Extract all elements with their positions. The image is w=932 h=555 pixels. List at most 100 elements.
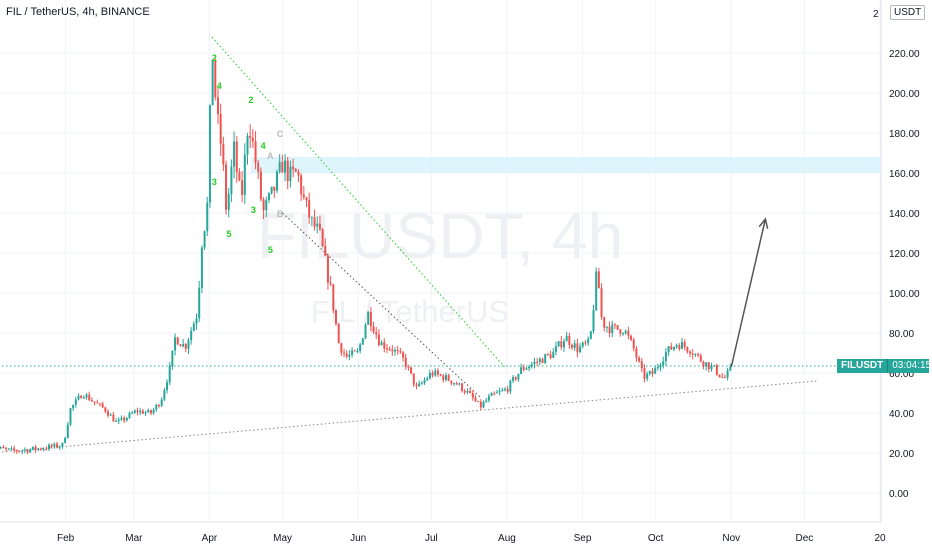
candle-body (235, 141, 238, 172)
candle-body (498, 390, 501, 393)
wave-label-3: 3 (251, 205, 256, 215)
candle-body (310, 217, 313, 219)
candle-body (351, 350, 354, 355)
candle-body (726, 370, 729, 378)
y-tick-label: 20.00 (889, 449, 914, 460)
wave-label-B: B (277, 209, 284, 219)
candle-body (168, 365, 171, 383)
candle-body (428, 372, 431, 379)
candle-body (249, 135, 252, 138)
candle-body (466, 390, 469, 393)
currency-badge[interactable]: USDT (890, 5, 926, 20)
wave-label-2: 2 (248, 95, 253, 105)
candle-body (474, 397, 477, 402)
candle-body (128, 413, 131, 418)
candle-body (453, 383, 456, 385)
y-tick-label: 140.00 (889, 209, 920, 220)
candle-body (329, 282, 332, 285)
candle-body (200, 247, 203, 288)
candle-body (13, 448, 16, 451)
candle-body (56, 443, 59, 448)
candle-body (506, 388, 509, 392)
candle-body (434, 370, 437, 376)
candle-body (402, 352, 405, 358)
candle-body (222, 144, 225, 165)
candle-body (678, 345, 681, 349)
candle-body (410, 367, 413, 374)
candle-body (412, 373, 415, 385)
candle-body (702, 361, 705, 367)
x-tick-label: Mar (125, 533, 143, 544)
candle-body (66, 424, 69, 438)
candle-body (681, 342, 684, 349)
candle-body (238, 171, 241, 181)
candle-body (225, 164, 228, 210)
candle-body (479, 401, 482, 408)
candle-body (348, 354, 351, 357)
candle-body (251, 137, 254, 142)
candle-body (659, 365, 662, 368)
candle-body (630, 335, 633, 340)
candle-body (538, 358, 541, 363)
candle-body (163, 390, 166, 400)
candle-body (450, 380, 453, 384)
candle-body (616, 325, 619, 330)
candle-body (648, 371, 651, 374)
projection-arrow-head (758, 217, 769, 229)
candle-body (613, 324, 616, 326)
candle-body (627, 330, 630, 336)
candle-body (120, 417, 123, 420)
candle-body (80, 395, 83, 399)
candle-body (214, 59, 217, 98)
candle-body (439, 374, 442, 376)
candle-body (190, 330, 193, 341)
candle-body (418, 383, 421, 387)
candle-body (546, 354, 549, 356)
candle-body (675, 345, 678, 347)
candle-body (302, 194, 305, 198)
candle-body (117, 419, 120, 422)
candle-body (699, 355, 702, 362)
candle-body (300, 175, 303, 195)
candle-body (246, 135, 249, 155)
candle-body (396, 349, 399, 352)
wave-label-4: 4 (217, 81, 222, 91)
candle-body (562, 341, 565, 348)
candle-body (294, 169, 297, 172)
candle-body (166, 382, 169, 391)
candle-body (104, 407, 107, 412)
candle-body (15, 450, 18, 452)
candle-body (267, 193, 270, 201)
candle-body (635, 348, 638, 358)
candle-body (332, 284, 335, 311)
candle-body (710, 365, 713, 370)
wave-label-C: C (277, 129, 284, 139)
candle-body (284, 160, 287, 173)
candle-body (123, 417, 126, 421)
candle-body (50, 444, 53, 447)
candle-body (85, 394, 88, 398)
candle-body (705, 362, 708, 367)
candle-body (101, 403, 104, 408)
candle-body (321, 229, 324, 247)
candle-body (23, 449, 26, 451)
candle-body (377, 334, 380, 346)
candle-body (144, 412, 147, 414)
candle-body (426, 378, 429, 381)
candle-body (385, 348, 388, 350)
candle-body (589, 331, 592, 339)
candle-body (471, 393, 474, 398)
x-tick-label: 20 (874, 533, 886, 544)
candle-body (93, 401, 96, 403)
candle-body (694, 353, 697, 355)
candle-body (477, 401, 480, 403)
candle-body (597, 271, 600, 289)
candle-body (286, 160, 289, 182)
candle-body (560, 341, 563, 348)
candle-body (136, 410, 139, 413)
candle-body (69, 408, 72, 425)
trend-line-0 (211, 36, 505, 368)
candle-body (115, 421, 118, 423)
